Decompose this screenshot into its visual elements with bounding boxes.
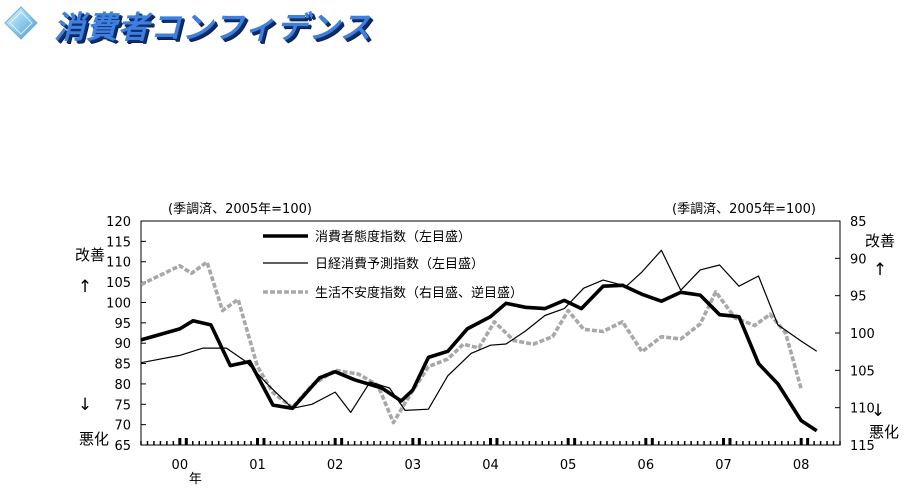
y-right-tick-label: 90 <box>850 252 867 267</box>
x-tick-label: 07 <box>715 458 732 473</box>
y-left-tick-label: 120 <box>106 215 131 230</box>
y-left-tick-label: 110 <box>106 256 131 271</box>
unit-label-right: (季調済、2005年=100) <box>672 201 816 217</box>
y-left-tick-label: 65 <box>114 439 131 454</box>
y-left-tick-label: 90 <box>114 337 131 352</box>
page-title: 消費者コンフィデンス <box>54 10 372 46</box>
y-left-tick-label: 85 <box>114 358 131 373</box>
diamond-icon <box>4 6 38 40</box>
legend-label-2: 日経消費予測指数（左目盛） <box>315 257 484 272</box>
left-down-arrow: ↓ <box>78 395 92 415</box>
unit-label-left: (季調済、2005年=100) <box>168 201 312 217</box>
x-tick-label: 03 <box>405 458 422 473</box>
x-tick-label: 02 <box>327 458 344 473</box>
y-left-tick-label: 115 <box>106 235 131 250</box>
x-tick-label: 01 <box>249 458 266 473</box>
left-up-arrow: ↑ <box>78 277 92 297</box>
legend-label-3: 生活不安度指数（右目盛、逆目盛） <box>315 285 523 301</box>
right-down-arrow: ↓ <box>871 401 885 421</box>
x-tick-label: 00 <box>172 458 189 473</box>
left-worsen-label: 悪化 <box>79 430 109 448</box>
right-worsen-label: 悪化 <box>869 423 899 441</box>
right-up-arrow: ↑ <box>873 260 887 280</box>
y-left-tick-label: 80 <box>114 378 131 393</box>
y-left-tick-label: 100 <box>106 296 131 311</box>
left-improve-label: 改善 <box>75 246 105 264</box>
plot-frame <box>140 220 841 446</box>
page-header: 消費者コンフィデンス <box>0 0 520 50</box>
y-left-tick-label: 70 <box>114 419 131 434</box>
x-tick-label: 05 <box>560 458 577 473</box>
series-line-1 <box>141 283 818 433</box>
y-right-tick-label: 100 <box>850 327 875 342</box>
x-year-suffix: 年 <box>189 472 202 487</box>
x-tick-label: 06 <box>638 458 655 473</box>
x-tick-label: 08 <box>793 458 810 473</box>
right-improve-label: 改善 <box>865 232 895 250</box>
y-left-tick-label: 105 <box>106 276 131 291</box>
series-line-3 <box>141 260 803 425</box>
series-line-2 <box>141 249 818 413</box>
legend-label-1: 消費者態度指数（左目盛） <box>315 229 471 245</box>
x-tick-label: 04 <box>482 458 499 473</box>
y-right-tick-label: 105 <box>850 364 875 379</box>
y-left-tick-label: 75 <box>114 398 131 413</box>
y-right-tick-label: 95 <box>850 290 867 305</box>
y-right-tick-label: 115 <box>850 439 875 454</box>
y-right-tick-label: 110 <box>850 402 875 417</box>
y-right-tick-label: 85 <box>850 215 867 230</box>
y-left-tick-label: 95 <box>114 317 131 332</box>
